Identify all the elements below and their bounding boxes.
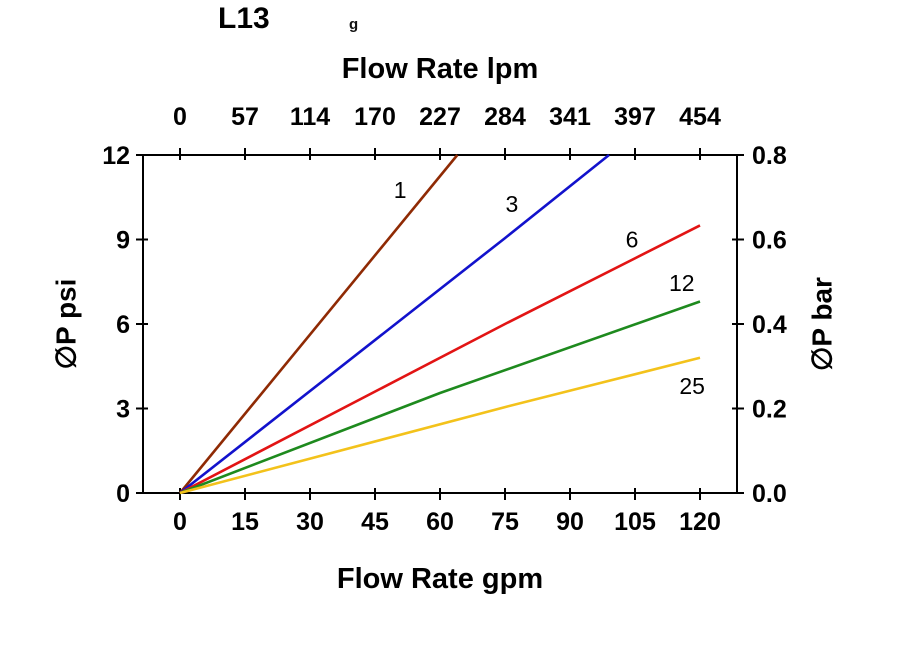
bottom-tick-label: 30 bbox=[296, 508, 324, 536]
top-tick-label: 397 bbox=[614, 103, 656, 131]
top-tick-label: 341 bbox=[549, 103, 591, 131]
right-axis-title: ∅P bar bbox=[806, 277, 838, 371]
left-tick-label: 6 bbox=[116, 311, 130, 339]
top-tick-label: 57 bbox=[231, 103, 259, 131]
right-tick-label: 0.2 bbox=[752, 396, 787, 424]
series-label-6: 6 bbox=[626, 227, 639, 253]
chart-title: L13 bbox=[218, 2, 270, 35]
top-tick-label: 454 bbox=[679, 103, 721, 131]
series-label-25: 25 bbox=[679, 373, 705, 399]
bottom-tick-label: 90 bbox=[556, 508, 584, 536]
bottom-tick-label: 75 bbox=[491, 508, 519, 536]
left-tick-label: 9 bbox=[116, 227, 130, 255]
right-tick-label: 0.6 bbox=[752, 227, 787, 255]
bottom-tick-label: 0 bbox=[173, 508, 187, 536]
top-tick-label: 170 bbox=[354, 103, 396, 131]
series-line-6 bbox=[179, 224, 701, 495]
top-tick-label: 227 bbox=[419, 103, 461, 131]
series-label-1: 1 bbox=[394, 177, 407, 203]
series-label-3: 3 bbox=[506, 191, 519, 217]
series-label-12: 12 bbox=[669, 270, 695, 296]
left-tick-label: 12 bbox=[102, 142, 130, 170]
series-line-12 bbox=[179, 300, 701, 495]
series-line-25 bbox=[179, 356, 701, 495]
right-tick-label: 0.8 bbox=[752, 142, 787, 170]
plot-frame bbox=[142, 154, 738, 494]
top-tick-label: 0 bbox=[173, 103, 187, 131]
stray-glyph: g bbox=[349, 16, 359, 32]
bottom-tick-label: 60 bbox=[426, 508, 454, 536]
bottom-tick-label: 105 bbox=[614, 508, 656, 536]
bottom-tick-label: 15 bbox=[231, 508, 259, 536]
left-axis-title: ∅P psi bbox=[50, 278, 82, 370]
bottom-tick-label: 120 bbox=[679, 508, 721, 536]
top-tick-label: 284 bbox=[484, 103, 526, 131]
top-axis-title: Flow Rate lpm bbox=[341, 53, 539, 85]
left-tick-label: 3 bbox=[116, 396, 130, 424]
series-line-1 bbox=[178, 154, 459, 494]
top-tick-label: 114 bbox=[290, 103, 330, 131]
series-line-3 bbox=[179, 153, 610, 495]
bottom-axis-title: Flow Rate gpm bbox=[336, 563, 544, 595]
right-tick-label: 0.0 bbox=[752, 480, 787, 508]
right-tick-label: 0.4 bbox=[752, 311, 787, 339]
bottom-tick-label: 45 bbox=[361, 508, 389, 536]
left-tick-label: 0 bbox=[116, 480, 130, 508]
